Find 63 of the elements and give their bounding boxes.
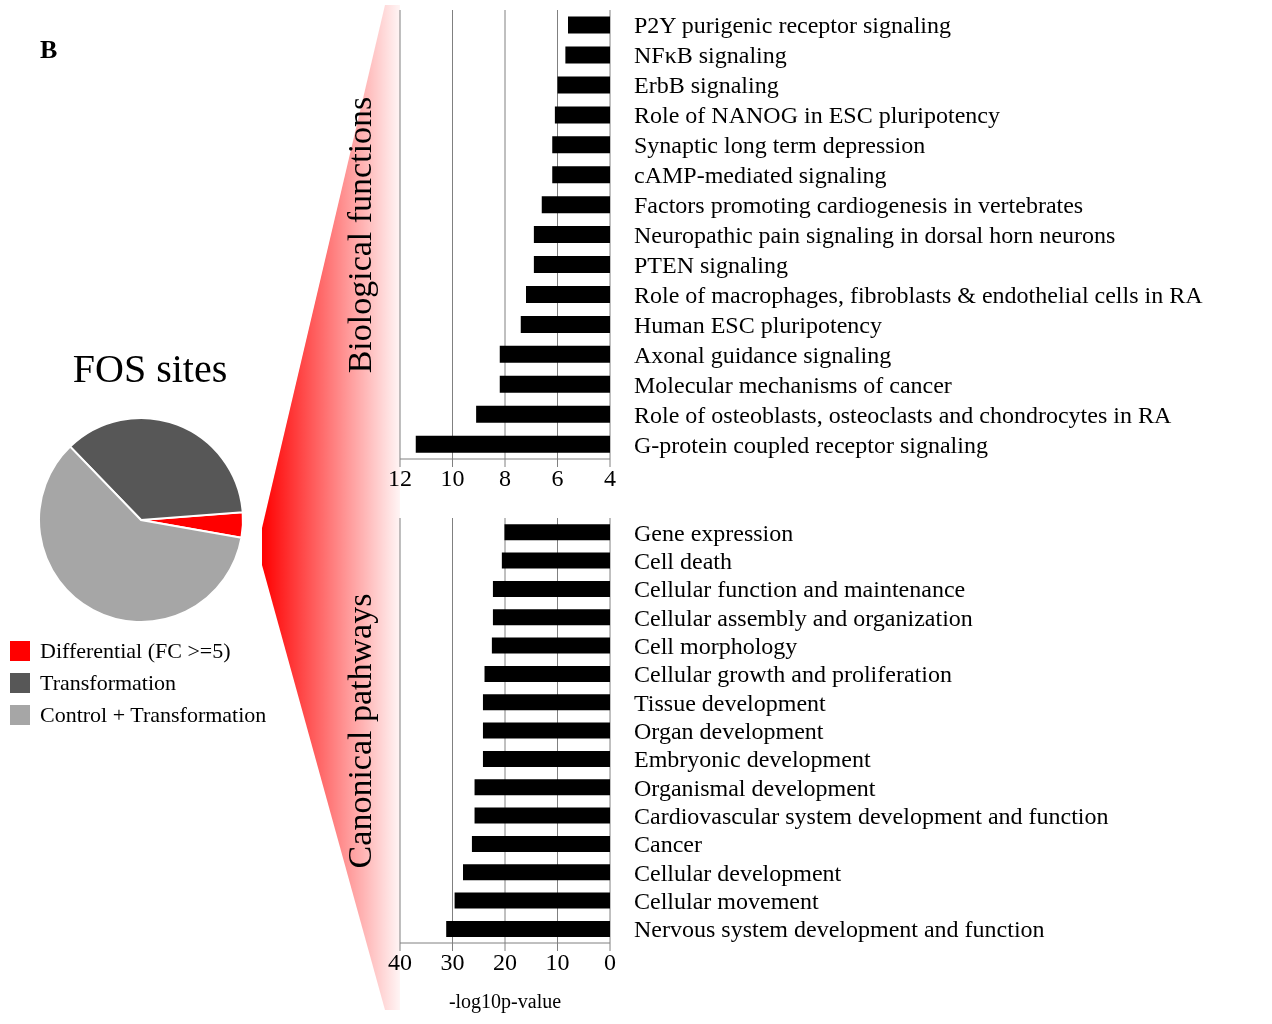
y-tick-label: Axonal guidance signaling	[634, 341, 892, 368]
bar	[482, 694, 610, 711]
y-tick-label: Gene expression	[634, 519, 794, 546]
y-tick-label: Cellular assembly and organization	[634, 604, 973, 631]
y-tick-label: Synaptic long term depression	[634, 132, 926, 159]
y-tick-label: Organ development	[634, 718, 824, 745]
legend-label: Differential (FC >=5)	[40, 637, 231, 665]
y-tick-label: PTEN signaling	[634, 251, 788, 278]
bar	[492, 580, 610, 597]
y-tick-label: Embryonic development	[634, 746, 871, 773]
y-tick-label: Human ESC pluripotency	[634, 311, 882, 338]
y-axis-title: Canonical pathways	[341, 593, 379, 868]
y-tick-label: Organismal development	[634, 774, 876, 801]
y-tick-label: ErbB signaling	[634, 72, 779, 99]
bar	[474, 779, 610, 796]
y-axis-title: Biological functions	[341, 96, 379, 373]
y-tick-label: Cancer	[634, 831, 702, 858]
x-tick-label: 4	[604, 465, 616, 492]
y-tick-label: Nervous system development and function	[634, 916, 1045, 943]
bar	[446, 920, 610, 937]
x-tick-label: 6	[551, 465, 564, 492]
x-tick-label: 10	[440, 465, 465, 492]
y-tick-label: Role of NANOG in ESC pluripotency	[634, 102, 1000, 129]
x-tick-label: 20	[493, 949, 517, 976]
legend-label: Control + Transformation	[40, 701, 267, 729]
x-tick-label: 8	[499, 465, 511, 492]
bar	[463, 864, 610, 881]
legend-label: Transformation	[40, 669, 177, 697]
bar	[454, 892, 610, 909]
y-tick-label: Cellular growth and proliferation	[634, 661, 952, 688]
y-tick-label: Cell death	[634, 548, 732, 575]
bar	[474, 807, 610, 824]
x-tick-label: 12	[388, 465, 412, 492]
y-tick-label: NFκB signaling	[634, 42, 787, 69]
y-tick-label: P2Y purigenic receptor signaling	[634, 12, 952, 39]
y-tick-label: Cellular function and maintenance	[634, 576, 966, 603]
y-tick-label: Factors promoting cardiogenesis in vertebrates	[634, 192, 1084, 219]
x-axis-title: -log10p-value	[448, 990, 562, 1013]
x-tick-label: 0	[604, 949, 616, 976]
bar	[504, 524, 610, 541]
y-tick-label: Cellular movement	[634, 888, 819, 915]
y-tick-label: Role of osteoblasts, osteoclasts and chondrocytes in RA	[634, 401, 1172, 428]
y-tick-label: Tissue development	[634, 689, 827, 716]
bar	[491, 637, 610, 654]
bar	[482, 750, 610, 767]
bar	[484, 665, 610, 682]
y-tick-label: cAMP-mediated signaling	[634, 162, 887, 189]
bar	[471, 835, 610, 852]
chart-title: FOS sites	[71, 345, 229, 392]
text: B	[40, 35, 58, 65]
bar	[482, 722, 610, 739]
y-tick-label: Cellular development	[634, 859, 842, 886]
y-tick-label: Cardiovascular system development and function	[634, 803, 1109, 830]
y-tick-label: G-protein coupled receptor signaling	[634, 431, 988, 458]
x-tick-label: 30	[440, 949, 465, 976]
y-tick-label: Neuropathic pain signaling in dorsal horn neurons	[634, 222, 1116, 249]
x-tick-label: 10	[545, 949, 570, 976]
y-tick-label: Role of macrophages, fibroblasts & endothelial cells in RA	[634, 281, 1204, 308]
bar	[501, 552, 610, 569]
x-tick-label: 40	[388, 949, 412, 976]
bar	[492, 609, 610, 626]
y-tick-label: Molecular mechanisms of cancer	[634, 371, 952, 398]
y-tick-label: Cell morphology	[634, 633, 798, 660]
